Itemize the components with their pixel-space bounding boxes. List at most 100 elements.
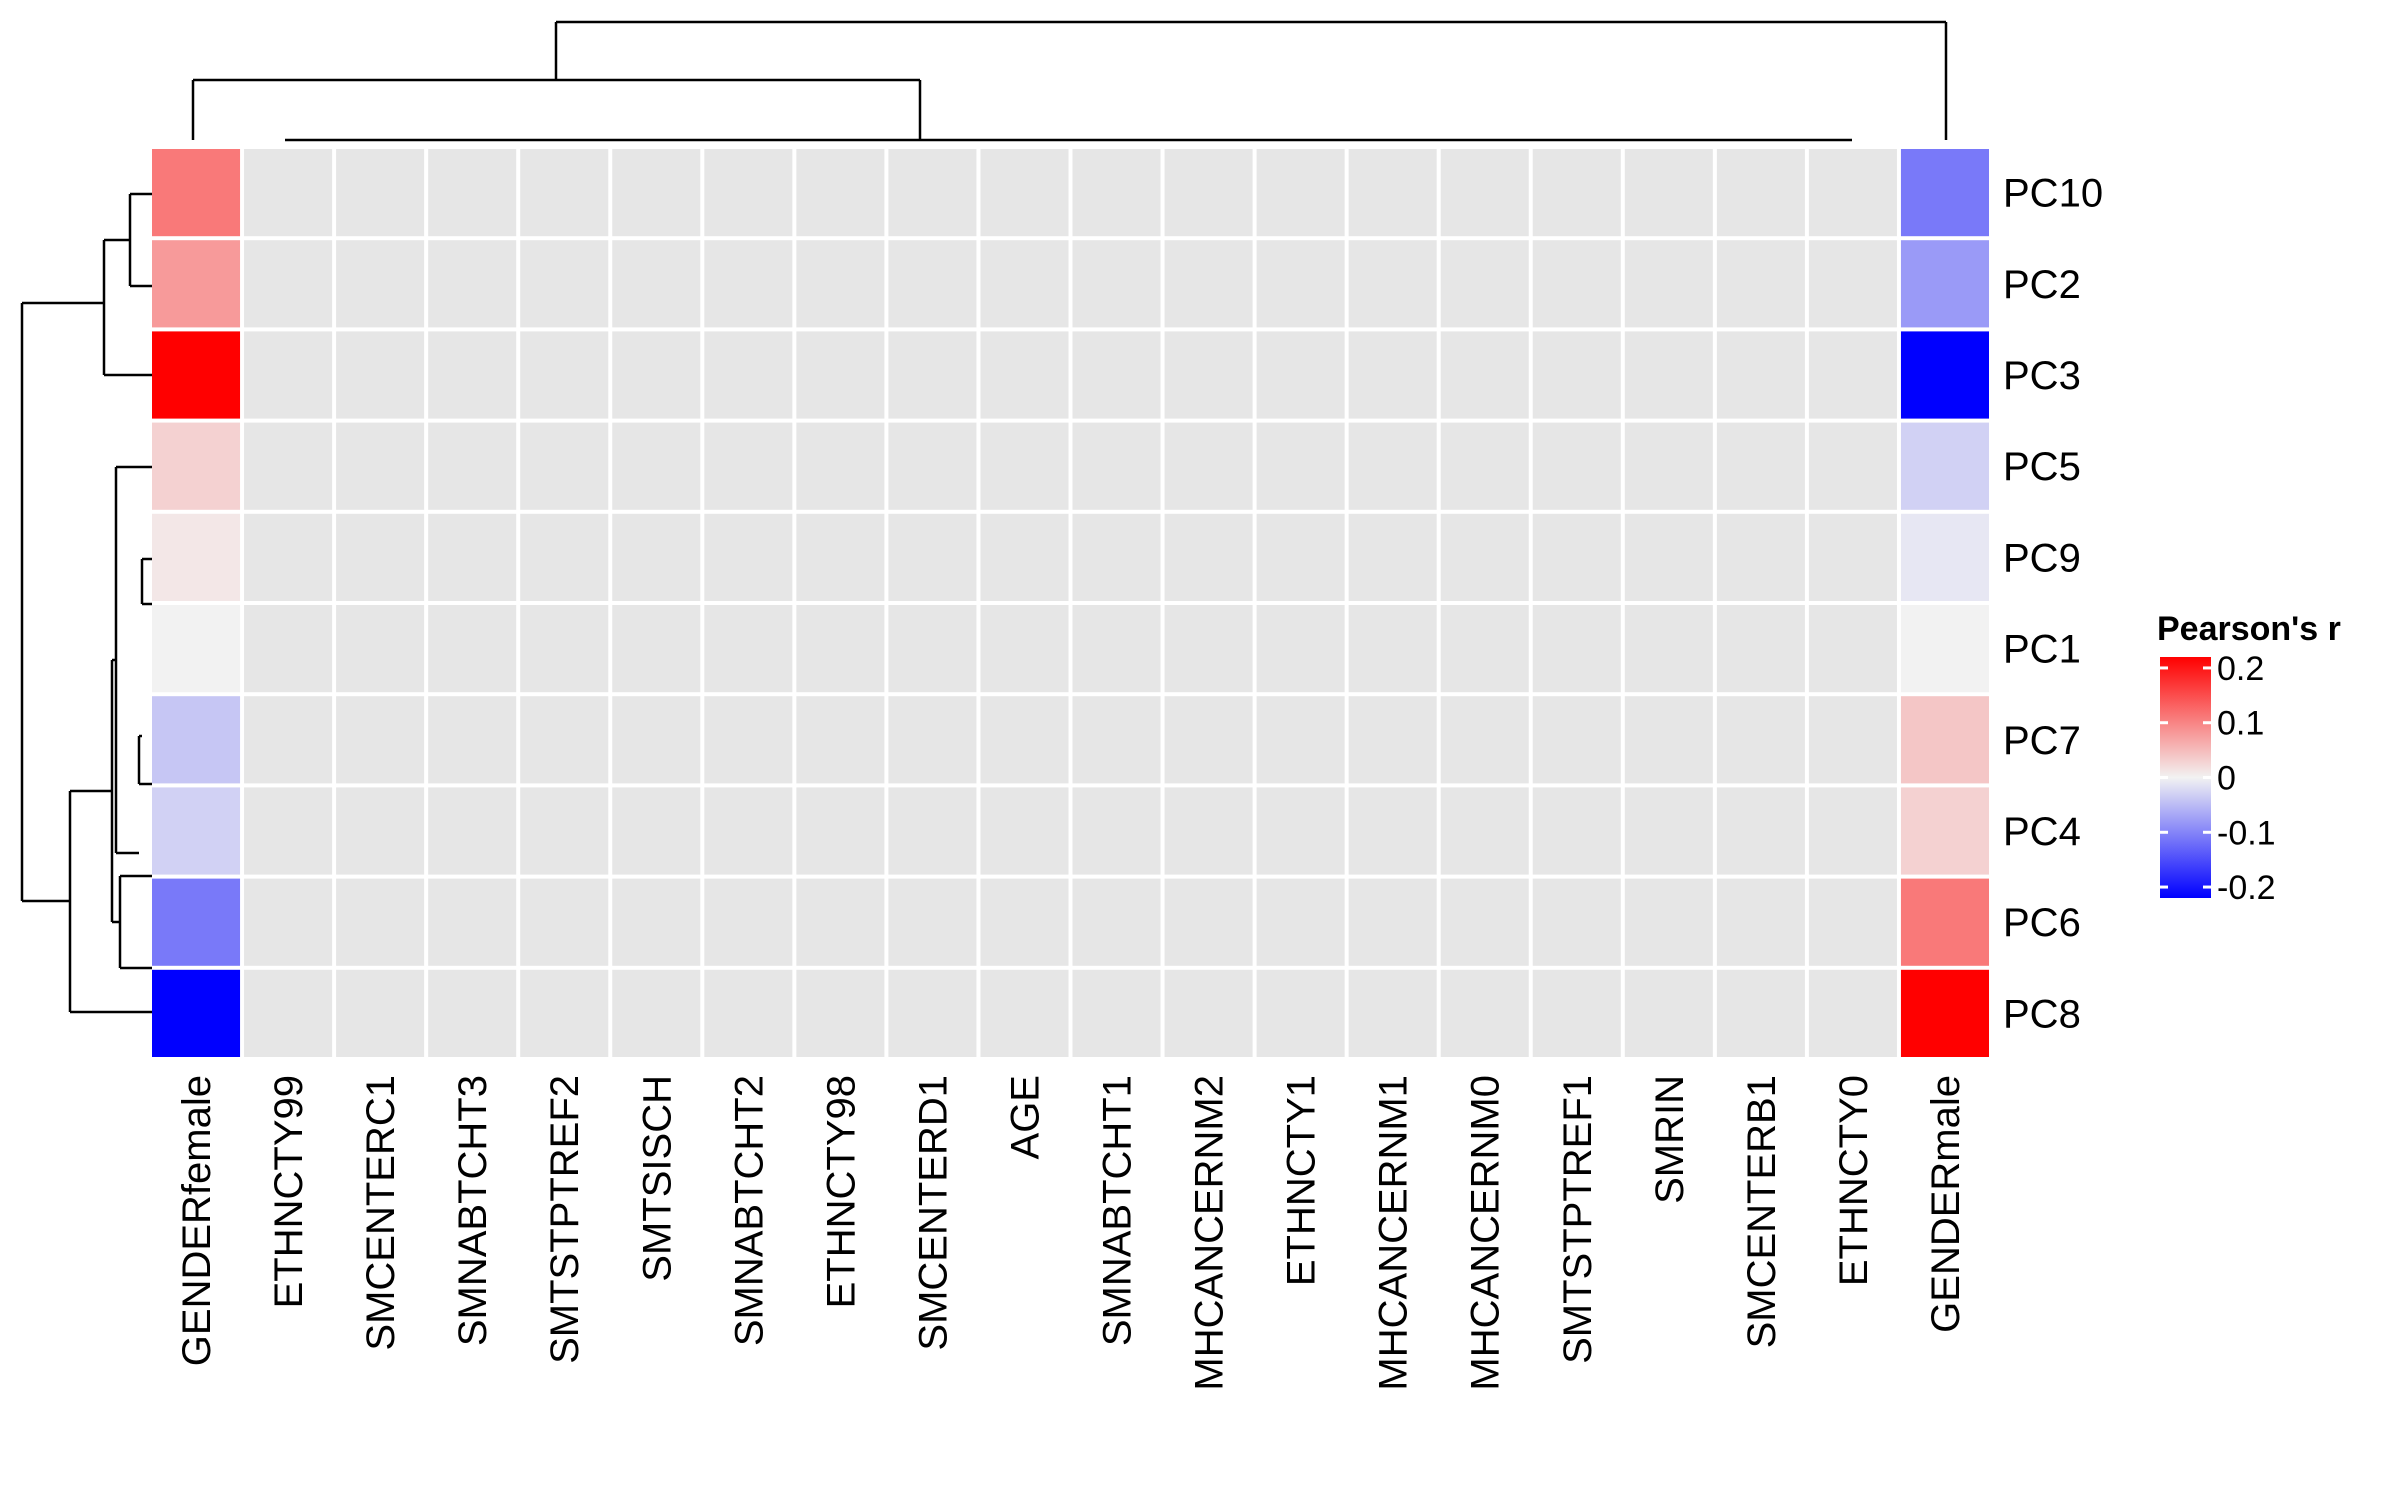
heatmap-cell xyxy=(336,422,425,510)
heatmap-cell xyxy=(1532,331,1621,419)
heatmap-cell xyxy=(1164,513,1253,601)
heatmap-cell xyxy=(1348,787,1437,875)
column-label: SMNABTCHT1 xyxy=(1096,1075,1140,1346)
heatmap-cell xyxy=(152,605,241,693)
heatmap-cell xyxy=(336,240,425,328)
heatmap-cell xyxy=(1348,969,1437,1057)
heatmap-cell xyxy=(980,969,1069,1057)
heatmap-cell xyxy=(612,331,701,419)
heatmap-cell xyxy=(704,422,793,510)
heatmap-cell xyxy=(1900,149,1989,237)
heatmap-cell xyxy=(1716,878,1805,966)
heatmap-cell xyxy=(1164,149,1253,237)
column-label: GENDERmale xyxy=(1924,1075,1968,1333)
heatmap-cell xyxy=(888,787,977,875)
heatmap-cell xyxy=(336,605,425,693)
row-label: PC1 xyxy=(2003,628,2081,672)
heatmap-cell xyxy=(152,878,241,966)
heatmap-cell xyxy=(1624,787,1713,875)
heatmap-cell xyxy=(520,240,609,328)
heatmap-cell xyxy=(1256,149,1345,237)
heatmap-cell xyxy=(244,787,333,875)
heatmap-cell xyxy=(888,149,977,237)
heatmap-cell xyxy=(1900,513,1989,601)
column-label: MHCANCERNM1 xyxy=(1372,1075,1416,1391)
heatmap-cell xyxy=(1808,422,1897,510)
row-label: PC5 xyxy=(2003,445,2081,489)
heatmap-cell xyxy=(1808,787,1897,875)
heatmap-cell xyxy=(152,513,241,601)
heatmap-cell xyxy=(520,878,609,966)
heatmap-cell xyxy=(1808,969,1897,1057)
heatmap-cell xyxy=(336,878,425,966)
heatmap-cell xyxy=(1532,969,1621,1057)
column-label: ETHNCTY1 xyxy=(1280,1075,1324,1286)
heatmap-cell xyxy=(336,331,425,419)
heatmap-cell xyxy=(1808,513,1897,601)
legend-title: Pearson's r xyxy=(2157,610,2341,648)
heatmap-cells xyxy=(152,149,1989,1057)
heatmap-cell xyxy=(1532,787,1621,875)
heatmap-cell xyxy=(1440,969,1529,1057)
heatmap-cell xyxy=(1624,422,1713,510)
heatmap-cell xyxy=(1256,787,1345,875)
heatmap-cell xyxy=(336,969,425,1057)
heatmap-cell xyxy=(1072,240,1161,328)
heatmap-cell xyxy=(704,513,793,601)
heatmap-cell xyxy=(612,787,701,875)
heatmap-cell xyxy=(1072,513,1161,601)
row-label: PC4 xyxy=(2003,810,2081,854)
heatmap-cell xyxy=(520,969,609,1057)
heatmap-cell xyxy=(1532,878,1621,966)
column-label: ETHNCTY99 xyxy=(267,1075,311,1308)
heatmap-cell xyxy=(1072,696,1161,784)
row-label: PC9 xyxy=(2003,536,2081,580)
heatmap-cell xyxy=(1072,605,1161,693)
heatmap-cell xyxy=(888,878,977,966)
heatmap-cell xyxy=(336,787,425,875)
heatmap-cell xyxy=(428,422,517,510)
heatmap-cell xyxy=(1348,422,1437,510)
heatmap-cell xyxy=(520,605,609,693)
heatmap-cell xyxy=(428,878,517,966)
heatmap-cell xyxy=(1716,331,1805,419)
heatmap-cell xyxy=(1716,605,1805,693)
heatmap-cell xyxy=(152,422,241,510)
heatmap-cell xyxy=(796,513,885,601)
heatmap-cell xyxy=(980,422,1069,510)
heatmap-cell xyxy=(1900,240,1989,328)
heatmap-cell xyxy=(796,696,885,784)
heatmap-cell xyxy=(1348,240,1437,328)
heatmap-cell xyxy=(1624,605,1713,693)
heatmap-cell xyxy=(1256,969,1345,1057)
legend-tick-label: 0.1 xyxy=(2217,705,2264,743)
heatmap-cell xyxy=(704,331,793,419)
heatmap-cell xyxy=(796,969,885,1057)
heatmap-cell xyxy=(1072,422,1161,510)
heatmap-cell xyxy=(1440,605,1529,693)
heatmap-cell xyxy=(244,696,333,784)
heatmap-cell xyxy=(244,331,333,419)
heatmap-cell xyxy=(704,149,793,237)
column-label: ETHNCTY0 xyxy=(1832,1075,1876,1286)
row-label: PC2 xyxy=(2003,263,2081,307)
heatmap-cell xyxy=(1716,969,1805,1057)
heatmap-cell xyxy=(980,149,1069,237)
heatmap-cell xyxy=(980,696,1069,784)
heatmap-cell xyxy=(1440,149,1529,237)
heatmap-cell xyxy=(1256,696,1345,784)
legend: Pearson's r 0.2 0.1 0 -0.1 -0.2 xyxy=(2157,610,2341,907)
heatmap-cell xyxy=(1256,240,1345,328)
heatmap-cell xyxy=(1256,878,1345,966)
column-label: SMTSISCH xyxy=(635,1075,679,1282)
legend-ticks: 0.2 0.1 0 -0.1 -0.2 xyxy=(2160,650,2276,907)
heatmap-cell xyxy=(888,969,977,1057)
heatmap-cell xyxy=(612,969,701,1057)
heatmap-cell xyxy=(1624,969,1713,1057)
heatmap-cell xyxy=(1348,513,1437,601)
heatmap-cell xyxy=(152,969,241,1057)
heatmap-cell xyxy=(336,149,425,237)
heatmap-cell xyxy=(1900,605,1989,693)
column-label: SMCENTERD1 xyxy=(911,1075,955,1351)
heatmap-cell xyxy=(1900,969,1989,1057)
